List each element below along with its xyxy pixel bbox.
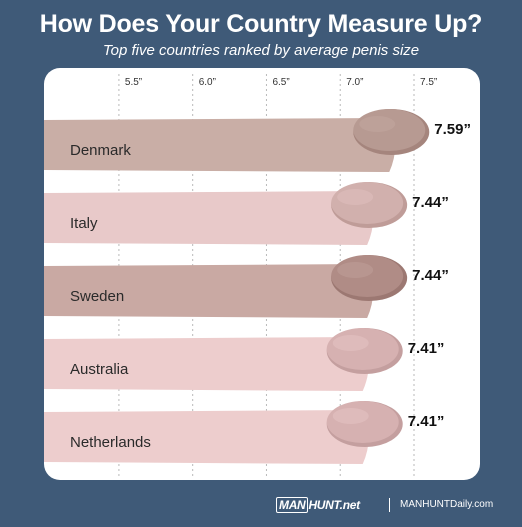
bar-netherlands (44, 410, 369, 464)
footer: MAN HUNT.net MANHUNTDaily.com (0, 495, 522, 517)
footer-divider (389, 498, 390, 512)
chart-panel: 5.5” 6.0” 6.5” 7.0” 7.5” Denmark 7.59” Italy 7.4… (44, 68, 480, 480)
value-label-denmark: 7.59” (434, 121, 471, 138)
bar-denmark (44, 118, 396, 172)
bar-label-sweden: Sweden (70, 288, 124, 305)
bar-tip-highlight-italy (337, 189, 374, 205)
tick-label-3: 7.0” (346, 77, 363, 88)
value-label-netherlands: 7.41” (408, 413, 445, 430)
bar-tip-highlight-netherlands (332, 408, 369, 424)
chart-subtitle: Top five countries ranked by average pen… (102, 42, 420, 59)
bar-tip-highlight-australia (332, 335, 369, 351)
bar-tip-highlight-denmark (359, 116, 396, 132)
tick-label-2: 6.5” (272, 77, 289, 88)
tick-label-4: 7.5” (420, 77, 437, 88)
chart-title: How Does Your Country Measure Up? (39, 10, 483, 38)
bar-sweden (44, 264, 374, 318)
tick-label-1: 6.0” (199, 77, 216, 88)
bar-tip-sweden (331, 255, 404, 297)
value-label-italy: 7.44” (412, 194, 449, 211)
bar-label-italy: Italy (70, 215, 98, 232)
bar-tip-denmark (353, 109, 426, 151)
bar-tip-netherlands (326, 401, 399, 443)
bar-label-denmark: Denmark (70, 142, 131, 159)
bar-australia (44, 337, 369, 391)
bar-chart: 5.5” 6.0” 6.5” 7.0” 7.5” Denmark 7.59” Italy 7.4… (44, 74, 471, 478)
logo-text: HUNT.net (308, 498, 360, 512)
value-label-sweden: 7.44” (412, 267, 449, 284)
logo-boxed-text: MAN (276, 497, 309, 513)
value-label-australia: 7.41” (408, 340, 445, 357)
bar-tip-italy (331, 182, 404, 224)
bar-tip-highlight-sweden (337, 262, 374, 278)
tick-label-0: 5.5” (125, 77, 142, 88)
bar-label-netherlands: Netherlands (70, 434, 151, 451)
manhunt-logo: MAN HUNT.net (276, 495, 360, 515)
bar-tip-australia (326, 328, 399, 370)
bar-label-australia: Australia (70, 361, 129, 378)
bar-italy (44, 191, 374, 245)
footer-site-link[interactable]: MANHUNTDaily.com (400, 499, 494, 510)
